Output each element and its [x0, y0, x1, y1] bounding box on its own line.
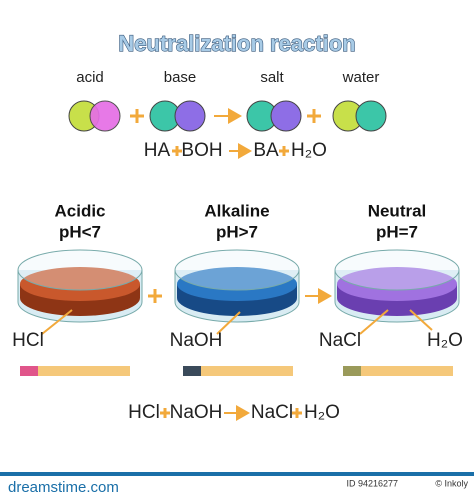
plus-signs	[172, 146, 289, 156]
dish-title: Acidic	[54, 201, 105, 220]
molecule-label: base	[164, 69, 197, 86]
formula: H₂O	[291, 140, 327, 161]
formula: NaOH	[170, 402, 223, 423]
dish-label: HCl	[12, 330, 44, 351]
molecules	[68, 100, 387, 132]
formula: H₂O	[304, 402, 340, 423]
title: Neutralization reaction	[118, 31, 355, 56]
plus-signs	[148, 289, 162, 303]
formula: HA	[144, 140, 171, 161]
dish	[334, 249, 460, 323]
footer-bar	[0, 472, 474, 476]
dish-subtitle: pH<7	[59, 222, 101, 241]
dish-title: Alkaline	[204, 201, 269, 220]
dish	[174, 249, 300, 323]
formula: NaCl	[251, 402, 293, 423]
ph-strips	[20, 366, 453, 376]
molecule-label: salt	[260, 69, 284, 86]
dish	[17, 249, 143, 323]
dish-subtitle: pH>7	[216, 222, 258, 241]
footer-id: ID 94216277	[346, 478, 398, 488]
dish-label: H₂O	[427, 330, 463, 351]
pointers	[41, 309, 433, 335]
plus-signs	[160, 408, 302, 418]
formula: HCl	[128, 402, 160, 423]
dish-label: NaCl	[319, 330, 361, 351]
footer-site: dreamstime.com	[8, 479, 119, 496]
dish-subtitle: pH=7	[376, 222, 418, 241]
plus-signs	[130, 109, 321, 123]
formula: BA	[253, 140, 279, 161]
molecule-label: water	[342, 69, 380, 86]
dish-label: NaOH	[170, 330, 223, 351]
footer-credit: © Inkoly	[435, 478, 468, 488]
formula: BOH	[181, 140, 222, 161]
molecule-label: acid	[76, 69, 104, 86]
dish-title: Neutral	[368, 201, 427, 220]
